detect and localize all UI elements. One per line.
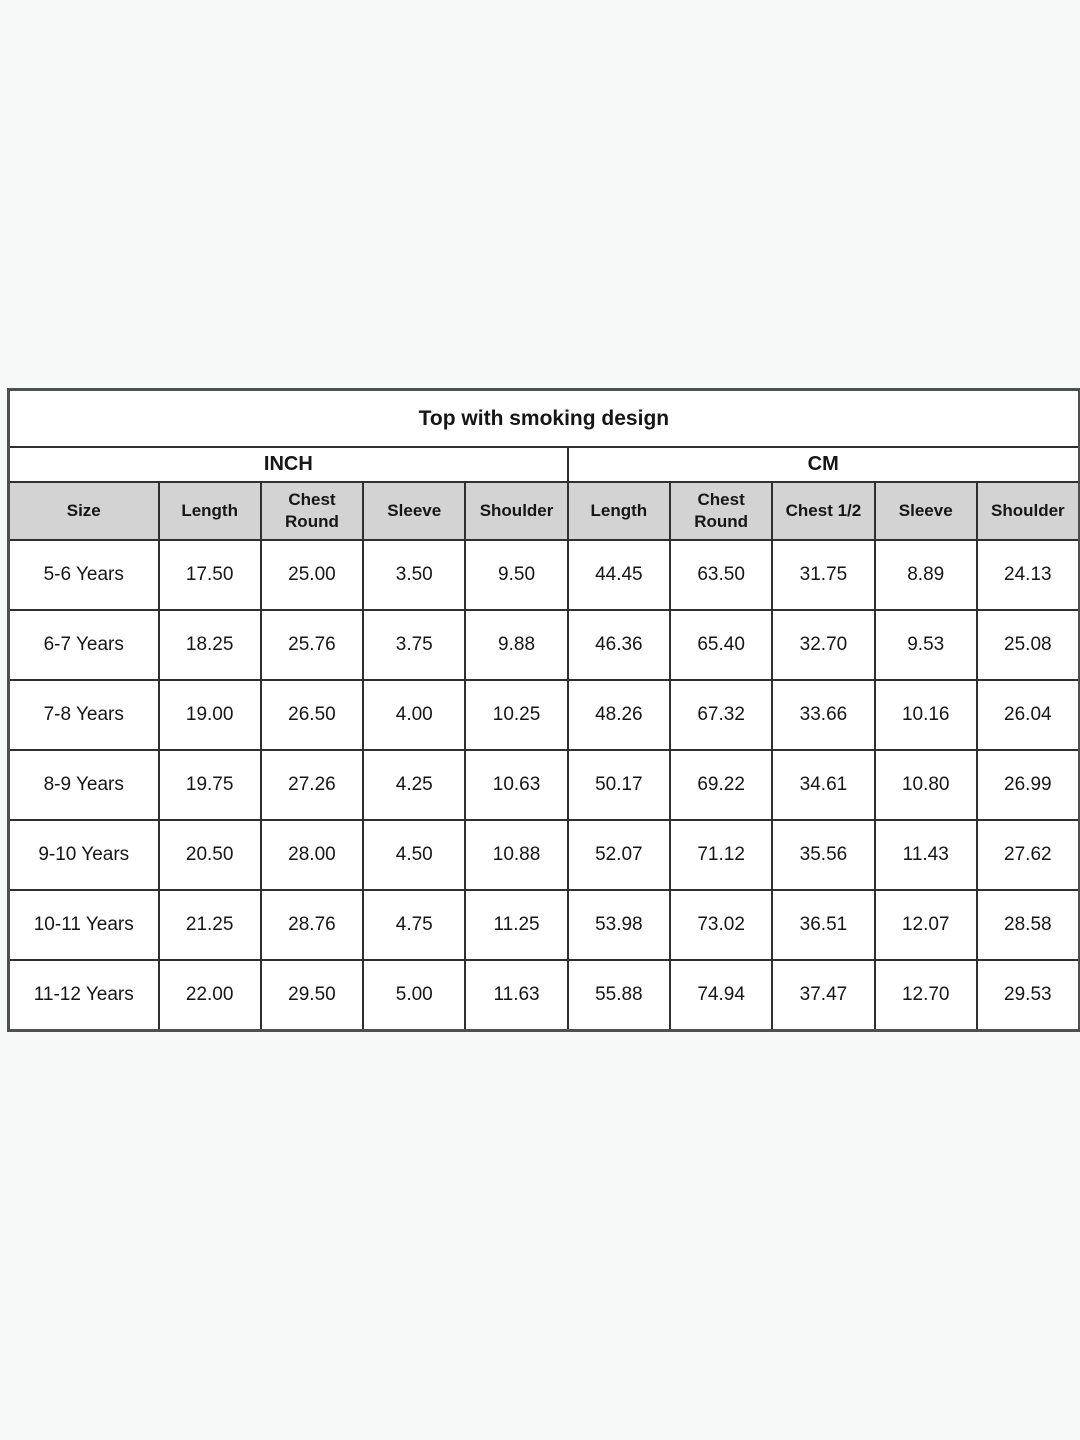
value-cell: 25.76 [259, 609, 365, 681]
table-title: Top with smoking design [7, 388, 1080, 448]
table-row: 11-12 Years 22.00 29.50 5.00 11.63 55.88 74.94… [7, 959, 1080, 1032]
value-cell: 28.58 [975, 889, 1080, 961]
size-cell: 10-11 Years [7, 889, 160, 961]
value-cell: 37.47 [771, 959, 876, 1032]
value-cell: 48.26 [566, 679, 671, 751]
column-header-1-length: Length [157, 481, 262, 541]
size-cell: 5-6 Years [7, 539, 160, 611]
value-cell: 9.53 [873, 609, 978, 681]
value-cell: 32.70 [771, 609, 876, 681]
value-cell: 46.36 [566, 609, 671, 681]
value-cell: 19.00 [157, 679, 262, 751]
value-cell: 21.25 [157, 889, 262, 961]
value-cell: 18.25 [157, 609, 262, 681]
unit-group-row: INCH CM [7, 446, 1080, 483]
value-cell: 10.25 [464, 679, 569, 751]
value-cell: 74.94 [668, 959, 774, 1032]
value-cell: 55.88 [566, 959, 671, 1032]
value-cell: 5.00 [362, 959, 467, 1032]
value-cell: 63.50 [668, 539, 774, 611]
value-cell: 10.63 [464, 749, 569, 821]
value-cell: 24.13 [975, 539, 1080, 611]
value-cell: 69.22 [668, 749, 774, 821]
table-row: 9-10 Years 20.50 28.00 4.50 10.88 52.07 71.12 3… [7, 819, 1080, 891]
value-cell: 67.32 [668, 679, 774, 751]
value-cell: 34.61 [771, 749, 876, 821]
column-header-8-sleeve: Sleeve [873, 481, 978, 541]
size-chart-table: Top with smoking design INCH CM Size Leng… [7, 388, 1080, 1032]
column-header-row: Size Length Chest Round Sleeve Shoulder Lengt… [7, 481, 1080, 541]
value-cell: 25.08 [975, 609, 1080, 681]
value-cell: 10.88 [464, 819, 569, 891]
unit-header-inch: INCH [7, 446, 569, 483]
table-row: 7-8 Years 19.00 26.50 4.00 10.25 48.26 67.32 33… [7, 679, 1080, 751]
column-header-9-shoulder: Shoulder [975, 481, 1080, 541]
size-cell: 8-9 Years [7, 749, 160, 821]
size-cell: 9-10 Years [7, 819, 160, 891]
value-cell: 9.50 [464, 539, 569, 611]
value-cell: 29.50 [259, 959, 365, 1032]
value-cell: 4.00 [362, 679, 467, 751]
value-cell: 8.89 [873, 539, 978, 611]
value-cell: 35.56 [771, 819, 876, 891]
value-cell: 28.76 [259, 889, 365, 961]
value-cell: 22.00 [157, 959, 262, 1032]
value-cell: 28.00 [259, 819, 365, 891]
size-cell: 11-12 Years [7, 959, 160, 1032]
value-cell: 20.50 [157, 819, 262, 891]
table-row: 10-11 Years 21.25 28.76 4.75 11.25 53.98 73.02… [7, 889, 1080, 961]
value-cell: 27.62 [975, 819, 1080, 891]
value-cell: 73.02 [668, 889, 774, 961]
size-cell: 6-7 Years [7, 609, 160, 681]
value-cell: 44.45 [566, 539, 671, 611]
table-title-row: Top with smoking design [7, 388, 1080, 448]
value-cell: 50.17 [566, 749, 671, 821]
value-cell: 11.63 [464, 959, 569, 1032]
value-cell: 33.66 [771, 679, 876, 751]
value-cell: 71.12 [668, 819, 774, 891]
column-header-0-size: Size [7, 481, 160, 541]
value-cell: 4.50 [362, 819, 467, 891]
value-cell: 36.51 [771, 889, 876, 961]
value-cell: 3.75 [362, 609, 467, 681]
size-cell: 7-8 Years [7, 679, 160, 751]
table-row: 8-9 Years 19.75 27.26 4.25 10.63 50.17 69.22 34… [7, 749, 1080, 821]
value-cell: 11.25 [464, 889, 569, 961]
column-header-2-chest-round: Chest Round [259, 481, 365, 541]
column-header-6-chest-round: Chest Round [668, 481, 774, 541]
column-header-4-shoulder: Shoulder [464, 481, 569, 541]
value-cell: 17.50 [157, 539, 262, 611]
size-chart-body: 5-6 Years 17.50 25.00 3.50 9.50 44.45 63.50 31.… [7, 539, 1080, 1032]
table-row: 5-6 Years 17.50 25.00 3.50 9.50 44.45 63.50 31.… [7, 539, 1080, 611]
value-cell: 26.99 [975, 749, 1080, 821]
column-header-5-length: Length [566, 481, 671, 541]
value-cell: 3.50 [362, 539, 467, 611]
value-cell: 65.40 [668, 609, 774, 681]
value-cell: 4.25 [362, 749, 467, 821]
table-row: 6-7 Years 18.25 25.76 3.75 9.88 46.36 65.40 32.… [7, 609, 1080, 681]
value-cell: 11.43 [873, 819, 978, 891]
value-cell: 9.88 [464, 609, 569, 681]
value-cell: 4.75 [362, 889, 467, 961]
value-cell: 19.75 [157, 749, 262, 821]
unit-header-cm: CM [566, 446, 1080, 483]
value-cell: 12.07 [873, 889, 978, 961]
value-cell: 31.75 [771, 539, 876, 611]
value-cell: 12.70 [873, 959, 978, 1032]
value-cell: 26.04 [975, 679, 1080, 751]
value-cell: 27.26 [259, 749, 365, 821]
value-cell: 25.00 [259, 539, 365, 611]
column-header-3-sleeve: Sleeve [362, 481, 467, 541]
value-cell: 10.16 [873, 679, 978, 751]
value-cell: 29.53 [975, 959, 1080, 1032]
value-cell: 26.50 [259, 679, 365, 751]
value-cell: 10.80 [873, 749, 978, 821]
value-cell: 53.98 [566, 889, 671, 961]
value-cell: 52.07 [566, 819, 671, 891]
column-header-7-chest-1-2: Chest 1/2 [771, 481, 876, 541]
